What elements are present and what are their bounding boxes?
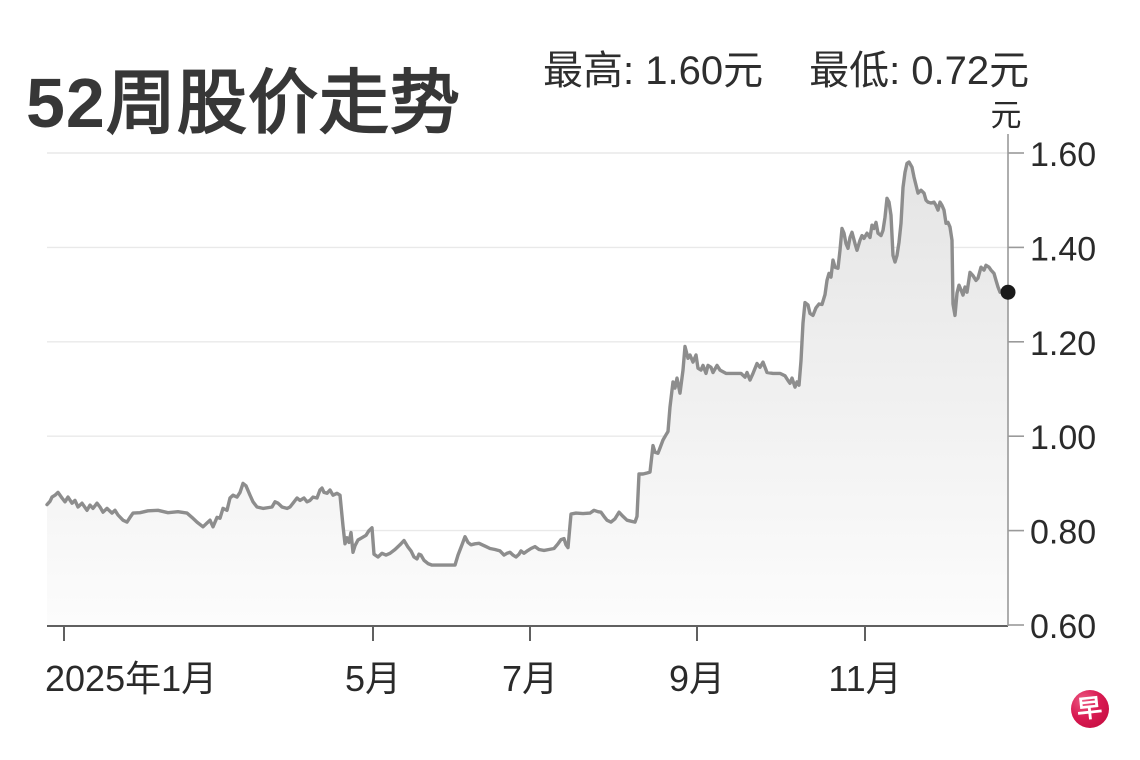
low-stat: 最低: 0.72元	[809, 49, 1030, 93]
x-tick-label: 2025年1月	[45, 658, 217, 699]
y-tick-label: 1.60	[1030, 136, 1096, 174]
x-tick-label: 11月	[828, 658, 901, 699]
x-axis-ticks: 2025年1月 5月 7月 9月 11月	[45, 626, 902, 699]
y-tick-label: 1.20	[1030, 325, 1096, 363]
axes	[47, 134, 1009, 627]
page-title: 52周股价走势	[26, 63, 461, 142]
price-stats: 最高: 1.60元 最低: 0.72元	[543, 38, 1029, 96]
x-tick-label: 5月	[345, 658, 401, 699]
zaobao-logo: 早	[1071, 690, 1109, 728]
last-price-dot	[1000, 284, 1016, 300]
y-tick-label: 1.00	[1030, 419, 1096, 457]
y-axis-unit: 元	[991, 98, 1022, 133]
y-axis-ticks: 1.60 1.40 1.20 1.00 0.80 0.60 元	[991, 98, 1097, 646]
price-line	[45, 160, 1010, 567]
x-tick-label: 7月	[502, 658, 558, 699]
y-tick-label: 1.40	[1030, 230, 1096, 268]
x-tick-label: 9月	[669, 658, 725, 699]
zaobao-logo-glyph: 早	[1076, 693, 1104, 724]
y-tick-label: 0.80	[1030, 514, 1096, 552]
high-stat: 最高: 1.60元	[543, 49, 764, 93]
y-tick-label: 0.60	[1030, 608, 1096, 646]
price-area	[47, 162, 1008, 626]
